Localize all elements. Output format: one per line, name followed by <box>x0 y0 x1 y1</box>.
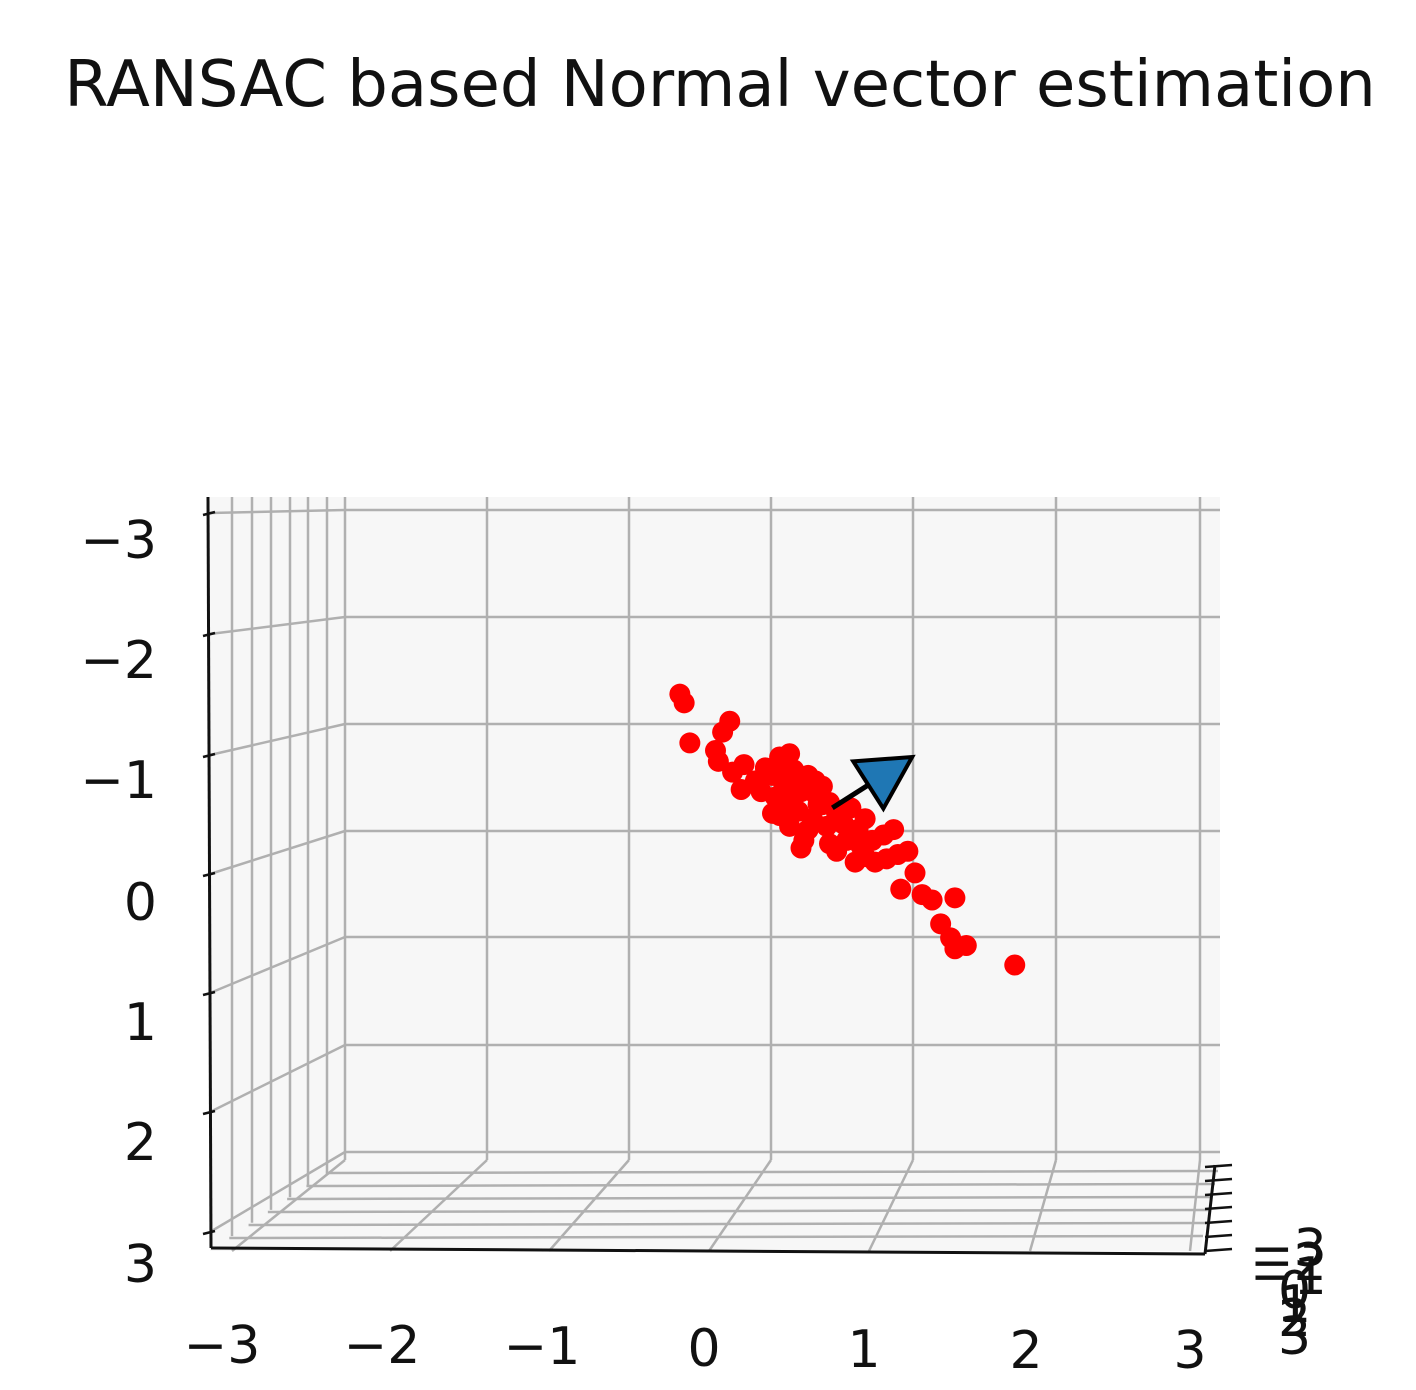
data-point <box>854 808 876 830</box>
arrow-shaft <box>831 782 870 811</box>
y-tick-label: −3 <box>1250 1219 1327 1279</box>
x-tick-label: −2 <box>344 1316 421 1376</box>
data-point <box>673 692 695 714</box>
y-tick <box>1204 1205 1233 1211</box>
z-tick <box>202 510 216 517</box>
z-tick-label: 2 <box>124 1113 157 1173</box>
data-point <box>707 750 729 772</box>
grid-floor-depth <box>548 1159 630 1252</box>
data-point <box>811 775 833 797</box>
data-point <box>712 721 734 743</box>
z-tick-label: −3 <box>80 511 157 571</box>
z-tick-label: 0 <box>124 873 157 933</box>
data-point <box>779 743 801 765</box>
grid-floor-horizontal <box>306 1182 1216 1188</box>
data-point <box>883 819 905 841</box>
z-tick-label: 1 <box>124 993 157 1053</box>
data-point <box>826 840 848 862</box>
x-axis-line <box>210 1246 1206 1256</box>
data-point <box>897 840 919 862</box>
y-tick-label: −1 <box>1250 1247 1327 1307</box>
z-tick <box>202 752 216 759</box>
left-pane <box>210 497 345 1251</box>
data-point <box>762 802 783 824</box>
y-tick <box>1204 1233 1233 1239</box>
z-tick <box>202 631 216 638</box>
scatter-points <box>669 683 1026 976</box>
data-point <box>830 811 852 833</box>
z-tick-label: −2 <box>80 631 157 691</box>
y-tick <box>1204 1191 1233 1197</box>
data-point <box>890 878 912 900</box>
y-tick <box>1204 1219 1233 1225</box>
data-point <box>776 759 798 781</box>
y-tick-label: 3 <box>1278 1307 1311 1367</box>
y-tick-label: 2 <box>1278 1289 1311 1349</box>
z-tick-label: −1 <box>80 751 157 811</box>
x-tick-label: 1 <box>847 1320 880 1380</box>
data-point <box>955 935 977 956</box>
grid-floor-horizontal <box>267 1208 1210 1214</box>
grid-floor-horizontal <box>229 1234 1204 1240</box>
grid-floor-depth <box>231 1159 346 1252</box>
arrow-head <box>849 754 916 813</box>
x-tick-label: 3 <box>1173 1321 1206 1381</box>
y-tick <box>1204 1247 1233 1253</box>
z-tick <box>202 1109 216 1116</box>
normal-vector-arrow <box>831 754 916 813</box>
data-point <box>807 794 829 816</box>
data-point <box>1004 954 1026 976</box>
y-tick <box>1204 1163 1233 1169</box>
z-tick <box>202 990 216 997</box>
grid-lines <box>209 497 1220 1252</box>
z-tick <box>202 871 216 878</box>
x-tick-label: 2 <box>1009 1321 1042 1381</box>
grid-floor-depth <box>389 1159 488 1252</box>
grid-floor-horizontal <box>287 1195 1213 1201</box>
y-tick-label: 0 <box>1278 1261 1311 1321</box>
tick-marks <box>202 510 1233 1253</box>
x-tick-label: 0 <box>687 1319 720 1379</box>
x-tick-label: −3 <box>184 1316 261 1376</box>
data-point <box>679 732 701 754</box>
y-tick-label: 1 <box>1278 1275 1311 1335</box>
grid-floor-horizontal <box>325 1169 1219 1175</box>
data-point <box>921 889 943 911</box>
chart-title: RANSAC based Normal vector estimation <box>64 48 1376 122</box>
z-tick-label: 3 <box>124 1235 157 1295</box>
y-tick-label: −2 <box>1250 1233 1327 1293</box>
data-point <box>779 815 801 837</box>
data-point <box>722 761 744 783</box>
data-point <box>904 862 926 884</box>
data-point <box>944 887 966 909</box>
z-axis-line <box>206 496 213 1249</box>
x-tick-label: −1 <box>504 1317 581 1377</box>
z-tick <box>202 1229 216 1236</box>
axes-panes <box>210 497 1220 1251</box>
y-tick <box>1204 1177 1233 1183</box>
grid-floor-horizontal <box>248 1221 1207 1227</box>
data-point <box>790 837 812 859</box>
